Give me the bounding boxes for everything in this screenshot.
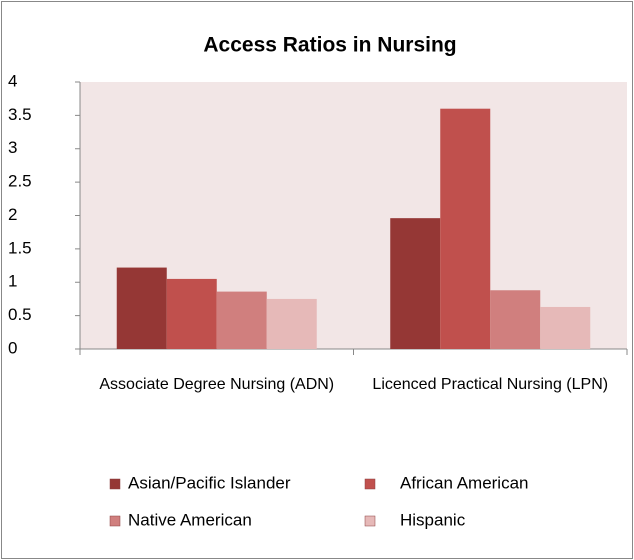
legend-label: Asian/Pacific Islander xyxy=(128,473,291,492)
y-tick-label: 1 xyxy=(8,272,17,291)
bar xyxy=(490,290,541,349)
chart-title: Access Ratios in Nursing xyxy=(203,34,456,57)
y-tick-label: 2.5 xyxy=(8,172,32,191)
legend-label: Native American xyxy=(128,510,252,529)
legend-swatch xyxy=(109,478,121,490)
legend-swatch xyxy=(364,515,376,527)
bar xyxy=(166,278,217,349)
legend-swatch xyxy=(364,478,376,490)
y-tick-label: 0 xyxy=(8,338,17,357)
legend-swatch xyxy=(109,515,121,527)
bar xyxy=(216,291,267,349)
x-tick-label: Associate Degree Nursing (ADN) xyxy=(99,376,335,393)
y-tick-label: 3 xyxy=(8,138,17,157)
y-tick-label: 4 xyxy=(8,71,17,90)
legend-label: African American xyxy=(400,473,529,492)
bar xyxy=(266,298,317,349)
bar xyxy=(390,218,441,349)
y-tick-label: 1.5 xyxy=(8,238,32,257)
y-tick-label: 0.5 xyxy=(8,305,32,324)
legend-label: Hispanic xyxy=(400,510,466,529)
bar xyxy=(440,108,491,349)
y-tick-label: 3.5 xyxy=(8,105,32,124)
y-tick-label: 2 xyxy=(8,205,17,224)
bar xyxy=(116,267,167,349)
x-tick-label: Licenced Practical Nursing (LPN) xyxy=(372,376,609,393)
bar xyxy=(540,306,591,349)
